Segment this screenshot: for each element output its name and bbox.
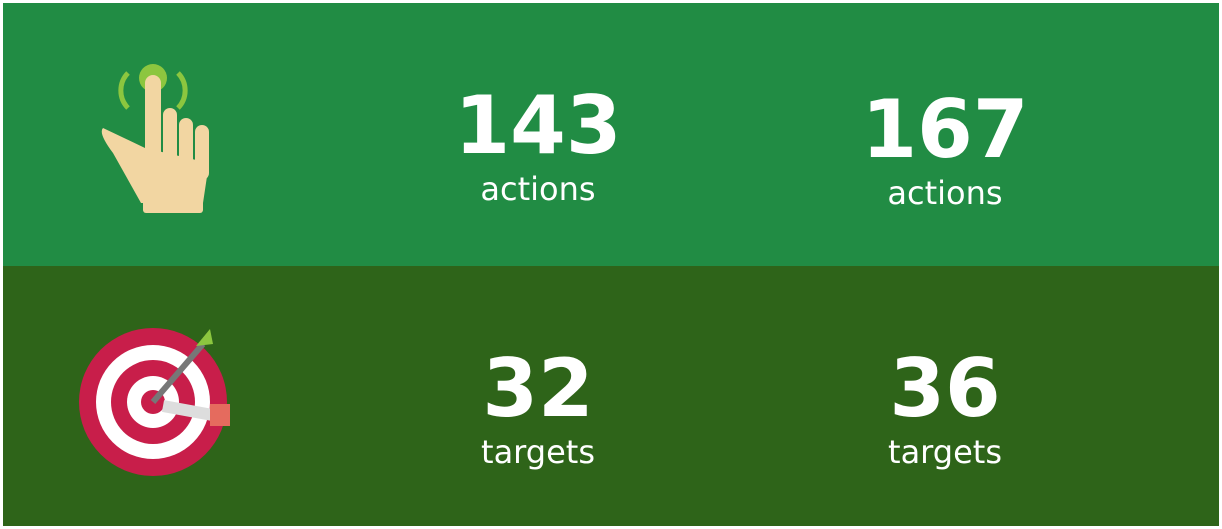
targets-row: 32 targets 36 targets bbox=[3, 266, 1219, 526]
stat: 167 actions bbox=[815, 87, 1075, 213]
stat-value: 143 bbox=[454, 79, 622, 172]
stat: 32 targets bbox=[408, 346, 668, 472]
stat-label: targets bbox=[481, 433, 595, 471]
actions-row: 143 actions 167 actions bbox=[3, 3, 1219, 266]
stat-label: actions bbox=[480, 170, 596, 208]
stat-label: targets bbox=[888, 433, 1002, 471]
stat: 36 targets bbox=[815, 346, 1075, 472]
stat: 143 actions bbox=[408, 83, 668, 209]
stat-value: 36 bbox=[889, 342, 1001, 435]
stat-label: actions bbox=[887, 174, 1003, 212]
stat-value: 32 bbox=[482, 342, 594, 435]
hand-icon bbox=[101, 64, 209, 213]
target-icon bbox=[79, 328, 230, 476]
stat-value: 167 bbox=[861, 83, 1029, 176]
